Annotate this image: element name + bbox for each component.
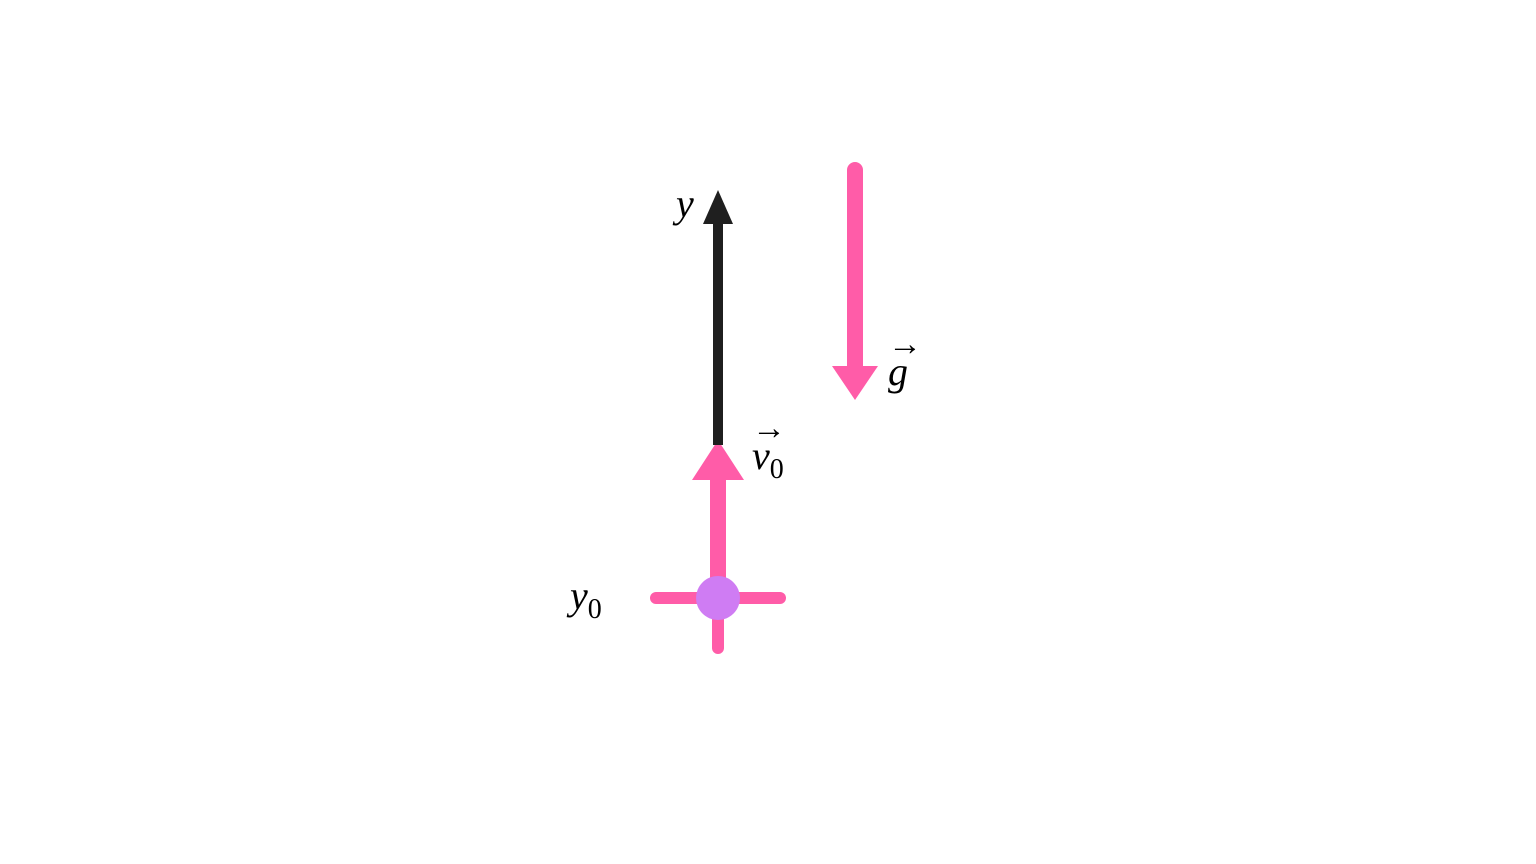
label-g: g (888, 348, 908, 395)
diagram-canvas: y v0 g y0 (0, 0, 1536, 864)
label-y0-text: y (570, 573, 588, 618)
label-v0-sub: 0 (770, 454, 784, 485)
label-y: y (676, 180, 694, 227)
label-y0: y0 (570, 572, 602, 626)
label-v0: v0 (752, 432, 784, 486)
label-v0-text: v (752, 432, 770, 479)
y-axis-head (703, 190, 733, 224)
label-y-text: y (676, 181, 694, 226)
g-arrow-head (832, 366, 878, 400)
v0-arrow-head (692, 440, 744, 480)
label-y0-sub: 0 (588, 594, 602, 625)
label-g-text: g (888, 348, 908, 395)
ball (696, 576, 740, 620)
